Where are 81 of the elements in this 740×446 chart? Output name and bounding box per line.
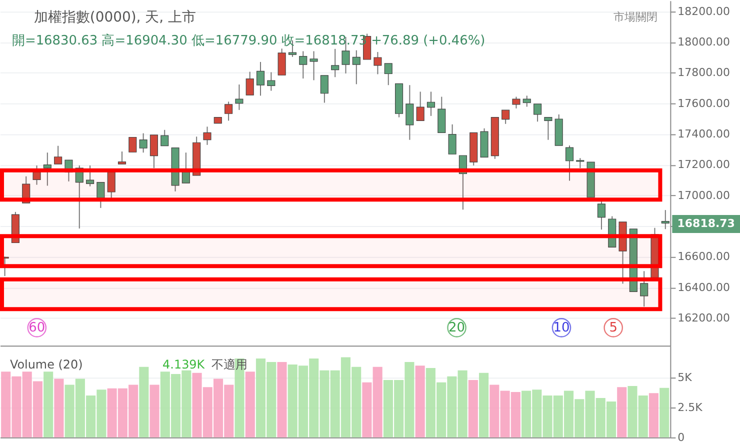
bar (648, 393, 659, 438)
y-tick-label: 17400.00 (678, 128, 730, 141)
candlestick (235, 84, 244, 110)
candlestick (64, 160, 73, 182)
candlestick (416, 91, 424, 122)
text: 16818.73 (677, 216, 735, 230)
bar (234, 358, 244, 438)
candlestick (118, 151, 126, 165)
candlestick (278, 48, 286, 76)
bar (54, 378, 64, 438)
bar (660, 388, 670, 438)
candlestick (256, 61, 265, 96)
bar (44, 372, 54, 438)
candlestick (406, 84, 414, 140)
y-tick-label: 17600.00 (678, 96, 730, 110)
candlestick (331, 48, 340, 78)
candlestick (438, 96, 446, 134)
y-tick-label: 16600.00 (678, 250, 730, 264)
candlestick (448, 124, 456, 155)
y-tick-label: 17000.00 (678, 188, 730, 202)
candlestick (267, 72, 276, 92)
bar (150, 384, 160, 438)
candlestick (565, 145, 574, 182)
annotation: 4.139K (162, 358, 206, 372)
candlestick (203, 126, 212, 146)
bar (415, 366, 425, 438)
y-tick-label: 16400.00 (678, 280, 730, 294)
y-tick-label: 18200.00 (678, 4, 730, 18)
candlestick (75, 164, 84, 229)
candlestick (522, 95, 531, 108)
annotation: 10 (553, 320, 570, 336)
candlestick (374, 51, 382, 75)
candlestick (544, 116, 552, 140)
y-tick-label: 17800.00 (678, 66, 730, 80)
bar (277, 362, 287, 438)
candlestick (502, 110, 510, 124)
text: 加權指數(0000), 天, 上市 (34, 10, 196, 26)
candlestick (150, 134, 158, 169)
bar (617, 387, 627, 438)
candlestick (224, 101, 233, 122)
bar (468, 380, 478, 438)
candlestick (458, 154, 467, 210)
candlestick (597, 198, 606, 230)
candlestick (107, 172, 116, 200)
candlestick (139, 132, 148, 154)
bar (245, 372, 255, 438)
candlestick (96, 182, 105, 208)
annotation: 不適用 (211, 358, 248, 372)
candlestick (43, 152, 52, 186)
y-tick-label: 5K (678, 371, 693, 384)
candlestick (182, 152, 190, 184)
candlestick (128, 136, 137, 153)
candlestick (512, 96, 520, 109)
candlestick (246, 71, 254, 96)
y-tick-label: 18000.00 (678, 36, 730, 48)
candlestick (534, 103, 542, 122)
annotation: 市場關閉 (613, 10, 658, 24)
candlestick (426, 91, 436, 116)
candlestick (310, 50, 318, 81)
candlestick (160, 129, 169, 146)
bar (479, 372, 489, 438)
y-tick-label: 16200.00 (678, 312, 730, 325)
candlestick (352, 50, 360, 85)
candlestick (22, 176, 30, 204)
candlestick (640, 270, 648, 308)
annotation: 20 (448, 320, 466, 336)
candlestick (661, 210, 670, 230)
candlestick (54, 145, 62, 165)
candlestick (86, 164, 94, 187)
y-tick-label: 2.5K (678, 401, 704, 414)
candlestick (299, 50, 308, 80)
bar (139, 366, 149, 438)
candlestick (32, 164, 41, 186)
candlestick (320, 74, 328, 104)
candlestick (384, 62, 392, 86)
annotation: 60 (28, 320, 46, 336)
candlestick (576, 158, 584, 169)
y-tick-label: 0 (678, 430, 685, 444)
annotation: Volume (20) (10, 358, 83, 372)
y-tick-label: 17200.00 (678, 158, 730, 172)
annotation: 5 (609, 320, 618, 336)
